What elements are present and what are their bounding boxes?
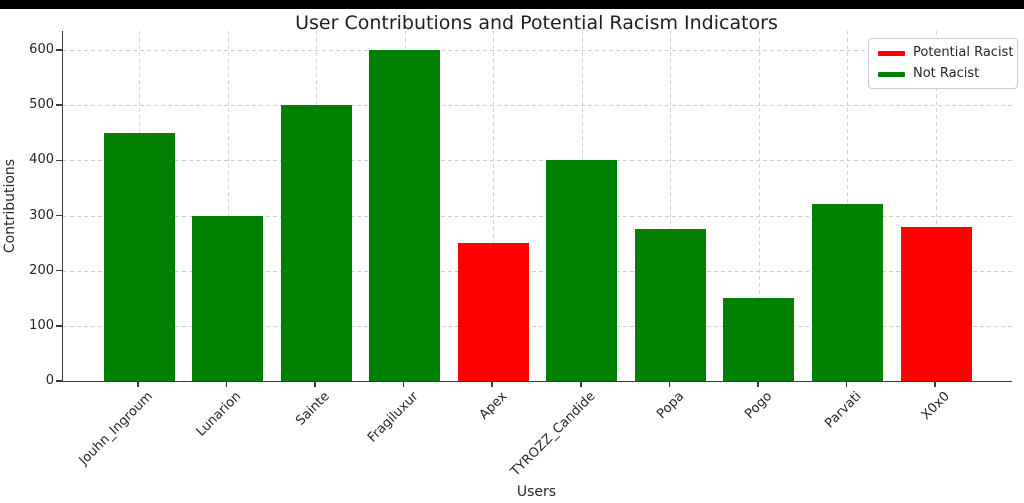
bar-Popa	[634, 229, 706, 381]
horizontal-gridline	[63, 215, 1012, 217]
y-tick-mark	[56, 380, 62, 382]
y-tick-mark	[56, 104, 62, 106]
x-tick-mark	[668, 382, 671, 387]
legend-label: Potential Racist	[913, 45, 1014, 60]
x-tick-mark	[137, 382, 139, 387]
x-tick-mark	[314, 382, 316, 387]
vertical-gridline	[493, 31, 495, 381]
y-tick-label: 300	[29, 207, 54, 223]
vertical-gridline	[227, 31, 229, 381]
x-tick-mark	[225, 382, 228, 387]
bar-Fragiluxur	[369, 50, 441, 381]
legend-entry-potential-racist: Potential Racist	[878, 45, 1013, 61]
y-tick-label: 100	[29, 317, 54, 333]
x-tick-label: Parvati	[821, 389, 865, 432]
x-axis-label: Users	[516, 484, 557, 500]
y-tick-label: 200	[29, 262, 54, 278]
x-tick-label: Jouhn_Ingroum	[76, 389, 156, 469]
y-tick-mark	[56, 159, 62, 162]
legend-swatch-red	[878, 50, 905, 56]
bar-Pogo	[723, 298, 795, 381]
y-tick-mark	[56, 49, 62, 51]
x-tick-mark	[580, 382, 582, 387]
x-tick-mark	[757, 382, 759, 387]
y-tick-mark	[56, 325, 62, 327]
chart-title: User Contributions and Potential Racism …	[295, 12, 778, 34]
bar-Lunarion	[192, 215, 264, 381]
y-tick-label: 600	[29, 42, 54, 57]
x-tick-label: Apex	[476, 389, 510, 423]
horizontal-gridline	[63, 270, 1012, 272]
x-tick-mark	[845, 382, 848, 387]
y-tick-label: 500	[29, 97, 54, 113]
y-tick-label: 0	[45, 373, 54, 388]
legend-label: Not Racist	[913, 66, 980, 81]
bar-Parvati	[811, 204, 883, 381]
horizontal-gridline	[63, 105, 1012, 107]
x-tick-label: Fragiluxur	[364, 389, 422, 446]
bar-Sainte	[280, 105, 352, 381]
window-top-bar	[0, 0, 1024, 9]
bar-X0x0	[900, 226, 972, 381]
x-tick-label: TYROZZ_Candide	[507, 389, 599, 480]
bar-TYROZZ_Candide	[546, 160, 618, 381]
legend: Potential Racist Not Racist	[868, 38, 1018, 89]
y-tick-label: 400	[29, 152, 54, 168]
bar-Jouhn_Ingroum	[103, 132, 175, 381]
x-tick-label: Sainte	[293, 389, 333, 429]
plot-area	[62, 31, 1012, 382]
vertical-gridline	[936, 31, 937, 381]
x-tick-mark	[934, 382, 936, 387]
y-tick-mark	[56, 214, 62, 217]
legend-swatch-green	[878, 71, 905, 77]
x-tick-mark	[491, 382, 493, 387]
legend-entry-not-racist: Not Racist	[878, 66, 1008, 82]
horizontal-gridline	[63, 325, 1012, 327]
x-tick-label: Popa	[654, 389, 687, 422]
x-tick-label: X0x0	[918, 389, 953, 424]
horizontal-gridline	[63, 50, 1012, 51]
horizontal-gridline	[63, 160, 1012, 162]
x-tick-label: Lunarion	[193, 389, 245, 440]
y-tick-mark	[56, 269, 62, 272]
x-tick-mark	[402, 382, 405, 387]
vertical-gridline	[758, 31, 760, 381]
vertical-gridline	[670, 31, 672, 381]
x-tick-label: Pogo	[742, 389, 776, 422]
bar-Apex	[457, 243, 529, 381]
